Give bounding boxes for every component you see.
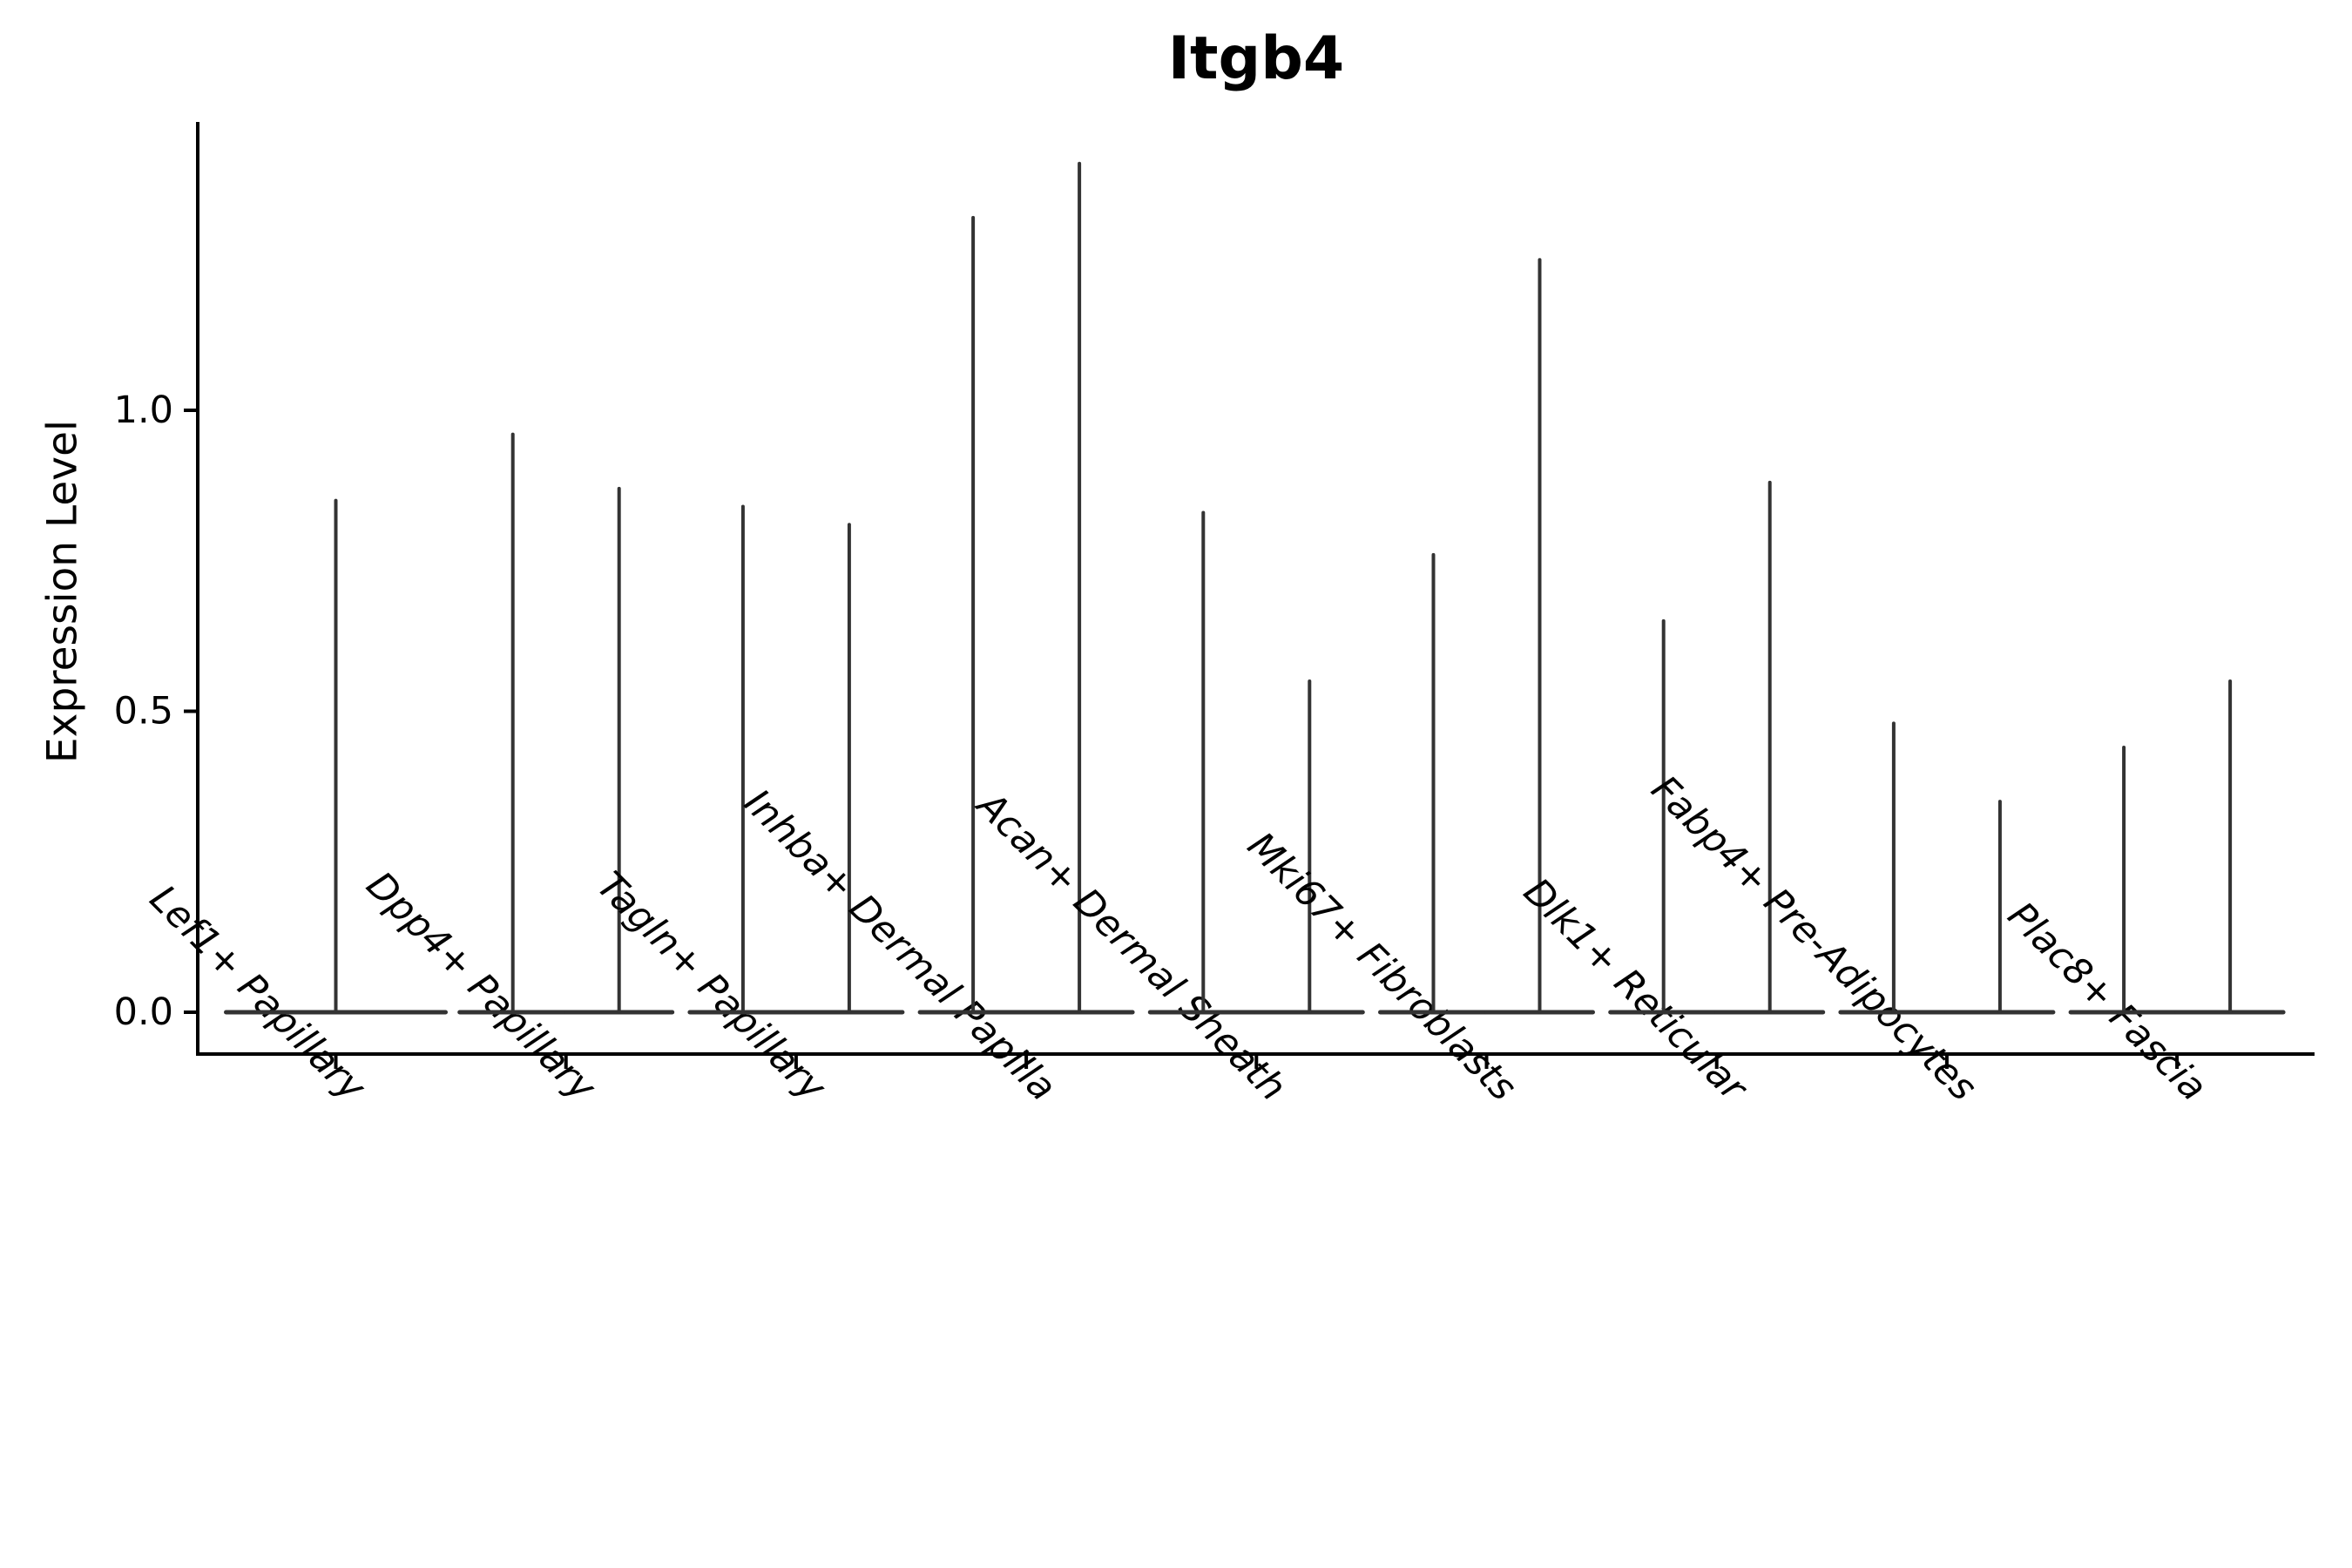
y-tick-label: 0.5 (114, 690, 173, 733)
x-tick-label: Dlk1+ Reticular (1515, 870, 1756, 1112)
y-tick-label: 1.0 (114, 389, 173, 432)
y-tick-label: 0.0 (114, 990, 173, 1034)
x-tick-label: Tagln+ Papillary (588, 864, 835, 1111)
x-tick-label: Plac8+ Fascia (1999, 894, 2215, 1110)
chart-title: Itgb4 (1167, 24, 1345, 93)
x-tick-label: Dpp4+ Papillary (358, 863, 605, 1110)
x-tick-label: Lef1+ Papillary (141, 877, 374, 1110)
